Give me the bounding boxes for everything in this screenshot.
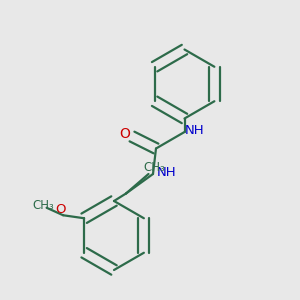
Text: O: O <box>119 127 130 141</box>
Text: CH₃: CH₃ <box>33 199 55 212</box>
Text: NH: NH <box>157 166 176 179</box>
Text: CH₃: CH₃ <box>144 161 165 174</box>
Text: O: O <box>55 203 65 216</box>
Text: NH: NH <box>184 124 204 137</box>
